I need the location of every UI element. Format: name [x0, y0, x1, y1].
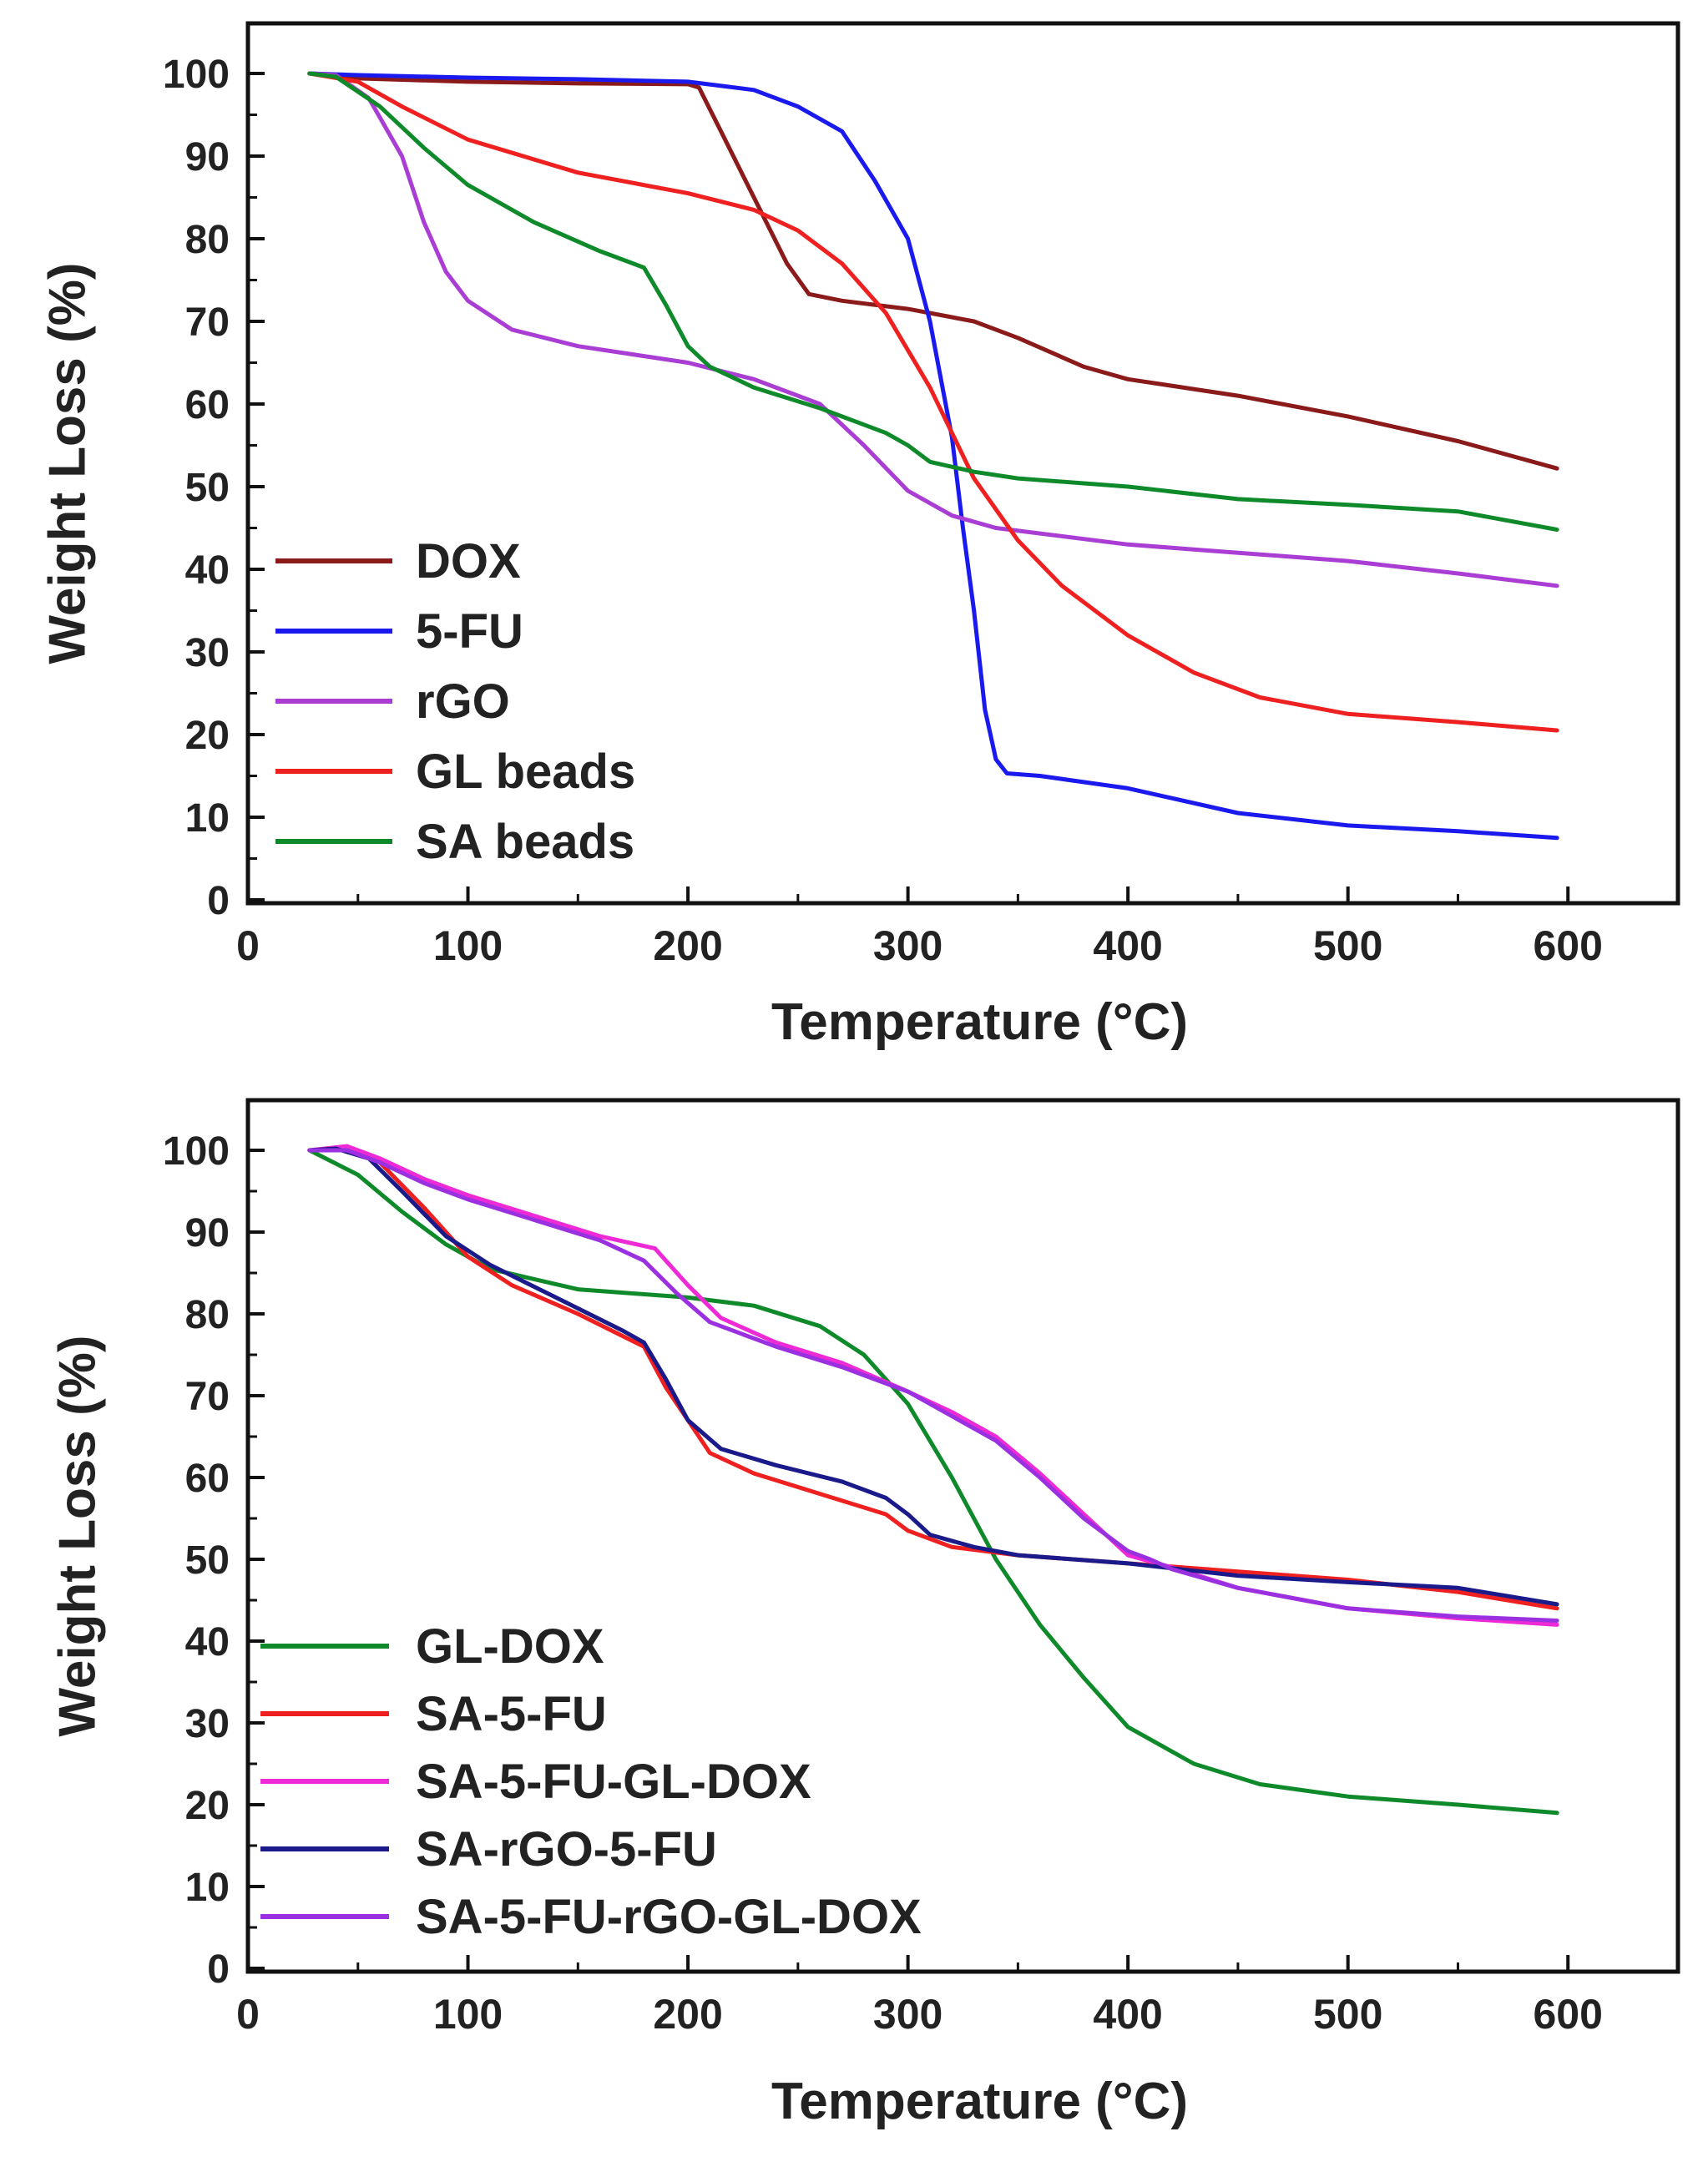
- x-tick-label: 600: [1534, 1991, 1603, 2038]
- y-tick-label: 100: [163, 53, 230, 97]
- legend-label: SA-5-FU-rGO-GL-DOX: [416, 1890, 922, 1944]
- y-tick-label: 80: [185, 1293, 230, 1337]
- plot-frame: [245, 21, 1680, 906]
- y-tick-label: 10: [185, 796, 230, 841]
- x-tick-label: 500: [1313, 922, 1382, 969]
- y-tick-label: 50: [185, 1538, 230, 1583]
- x-tick-label: 300: [873, 1991, 942, 2038]
- y-tick-label: 50: [185, 466, 230, 510]
- legend-label: SA-5-FU-GL-DOX: [416, 1755, 811, 1809]
- x-tick-label: 0: [236, 922, 260, 969]
- series-line-sa-5-fu-rgo-gl-dox: [307, 1148, 1559, 1623]
- y-axis-title: Weight Loss (%): [49, 1335, 107, 1736]
- y-tick-label: 100: [163, 1129, 230, 1174]
- x-tick-label: 300: [873, 922, 942, 969]
- series-line-gl-dox: [307, 1148, 1559, 1816]
- y-tick-label: 90: [185, 135, 230, 179]
- legend-label: SA beads: [416, 815, 634, 869]
- series-line-sa-beads: [307, 71, 1559, 532]
- x-tick-label: 400: [1093, 1991, 1162, 2038]
- series-line-sa-5-fu-gl-dox: [307, 1144, 1559, 1627]
- y-tick-label: 0: [207, 879, 230, 923]
- y-axis-title: Weight Loss (%): [39, 262, 97, 664]
- legend-label: SA-rGO-5-FU: [416, 1822, 717, 1876]
- bottom-chart: 0 10 20 30 40 50 60 70 80 90 100 0 100 200 300 400 500 60…: [49, 1098, 1680, 2130]
- series-line-sa-rgo-5-fu: [307, 1146, 1559, 1607]
- top-chart: 0 10 20 30 40 50 60 70 80 90 100 0 100 200 300 400 500 60…: [39, 21, 1680, 1051]
- legend-label: SA-5-FU: [416, 1687, 607, 1741]
- x-axis-title: Temperature (°C): [771, 993, 1188, 1051]
- legend-label: rGO: [416, 674, 510, 729]
- legend: DOX 5-FU rGO GL beads SA beads: [275, 534, 635, 869]
- x-tick-label: 200: [653, 922, 722, 969]
- y-tick-label: 90: [185, 1211, 230, 1255]
- y-tick-label: 60: [185, 383, 230, 427]
- y-tick-label: 30: [185, 631, 230, 675]
- x-tick-label: 100: [433, 922, 503, 969]
- y-tick-label: 70: [185, 301, 230, 345]
- series-line-dox: [307, 71, 1559, 471]
- legend: GL-DOX SA-5-FU SA-5-FU-GL-DOX SA-rGO-5-FU SA…: [260, 1619, 922, 1944]
- x-tick-label: 200: [653, 1991, 722, 2038]
- y-tick-label: 40: [185, 548, 230, 593]
- x-tick-label: 400: [1093, 922, 1162, 969]
- x-tick-label: 500: [1313, 1991, 1382, 2038]
- y-tick-label: 0: [207, 1947, 230, 1992]
- y-tick-label: 40: [185, 1620, 230, 1664]
- y-tick-label: 20: [185, 714, 230, 758]
- legend-label: 5-FU: [416, 604, 523, 659]
- y-tick-label: 60: [185, 1457, 230, 1501]
- y-tick-label: 30: [185, 1702, 230, 1746]
- y-tick-label: 80: [185, 218, 230, 262]
- legend-label: GL-DOX: [416, 1619, 604, 1674]
- x-tick-label: 100: [433, 1991, 503, 2038]
- x-axis-title: Temperature (°C): [771, 2073, 1188, 2130]
- x-tick-label: 600: [1534, 922, 1603, 969]
- plot-frame: [245, 1098, 1680, 1974]
- legend-label: DOX: [416, 534, 521, 588]
- x-tick-label: 0: [236, 1991, 260, 2038]
- y-tick-label: 10: [185, 1866, 230, 1910]
- y-tick-label: 70: [185, 1375, 230, 1419]
- y-tick-label: 20: [185, 1784, 230, 1828]
- series-line-sa-5-fu: [307, 1146, 1559, 1611]
- series-line-rgo: [307, 71, 1559, 588]
- legend-label: GL beads: [416, 745, 635, 799]
- series-line-gl-beads: [307, 71, 1559, 733]
